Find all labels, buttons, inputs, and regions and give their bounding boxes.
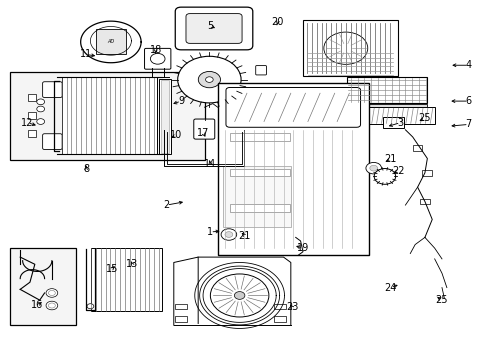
- Polygon shape: [81, 21, 141, 63]
- Bar: [27, 94, 36, 101]
- Bar: [229, 133, 290, 140]
- Circle shape: [221, 229, 236, 240]
- Circle shape: [224, 231, 232, 237]
- Text: 14: 14: [204, 159, 216, 169]
- Bar: [419, 199, 429, 204]
- Circle shape: [46, 301, 58, 310]
- Circle shape: [48, 291, 55, 296]
- Text: 11: 11: [80, 49, 92, 59]
- Text: 22: 22: [391, 166, 404, 176]
- Circle shape: [369, 165, 377, 171]
- Bar: [10, 72, 205, 160]
- Bar: [27, 112, 36, 119]
- Circle shape: [37, 99, 44, 105]
- Circle shape: [37, 106, 44, 112]
- Bar: [222, 166, 290, 226]
- Bar: [96, 30, 125, 54]
- Text: AD: AD: [107, 40, 114, 44]
- Circle shape: [177, 56, 241, 103]
- Bar: [273, 304, 285, 309]
- Text: 18: 18: [149, 45, 162, 55]
- Bar: [161, 80, 169, 153]
- FancyBboxPatch shape: [175, 7, 252, 50]
- Text: 19: 19: [296, 243, 308, 253]
- Text: 6: 6: [465, 96, 471, 106]
- FancyBboxPatch shape: [42, 82, 62, 98]
- Text: 16: 16: [31, 300, 43, 310]
- Bar: [348, 104, 427, 107]
- FancyBboxPatch shape: [255, 66, 266, 75]
- Text: 15: 15: [105, 264, 118, 274]
- Circle shape: [210, 274, 268, 317]
- Bar: [175, 304, 187, 309]
- Circle shape: [365, 162, 381, 174]
- Text: 5: 5: [207, 21, 213, 31]
- Text: 9: 9: [178, 96, 184, 106]
- Text: 12: 12: [21, 118, 34, 128]
- Bar: [27, 130, 36, 137]
- Text: 23: 23: [285, 302, 298, 312]
- Bar: [217, 83, 368, 255]
- FancyBboxPatch shape: [42, 134, 62, 149]
- Bar: [303, 21, 397, 76]
- Bar: [346, 77, 427, 103]
- Text: 25: 25: [418, 113, 430, 123]
- Circle shape: [234, 292, 244, 300]
- Circle shape: [87, 304, 94, 309]
- Text: 3: 3: [397, 118, 403, 128]
- Bar: [412, 145, 422, 150]
- Text: 24: 24: [384, 283, 396, 293]
- Text: 21: 21: [238, 231, 250, 240]
- Text: 20: 20: [271, 17, 283, 27]
- Text: 8: 8: [83, 164, 89, 174]
- Bar: [61, 77, 157, 154]
- Circle shape: [150, 53, 164, 64]
- Bar: [159, 79, 171, 154]
- Circle shape: [46, 289, 58, 297]
- Circle shape: [37, 119, 44, 125]
- Text: 4: 4: [465, 60, 471, 70]
- Circle shape: [48, 303, 55, 308]
- Bar: [383, 117, 403, 128]
- Circle shape: [205, 77, 213, 82]
- Circle shape: [373, 168, 395, 184]
- FancyBboxPatch shape: [144, 48, 170, 69]
- Text: 2: 2: [163, 200, 169, 210]
- Circle shape: [198, 71, 220, 88]
- Bar: [273, 316, 285, 321]
- Text: 25: 25: [435, 295, 447, 305]
- Text: 10: 10: [170, 130, 182, 140]
- FancyBboxPatch shape: [185, 14, 242, 43]
- Bar: [368, 107, 434, 125]
- FancyBboxPatch shape: [225, 87, 360, 127]
- Bar: [91, 248, 161, 311]
- Bar: [175, 316, 187, 321]
- Bar: [229, 168, 290, 176]
- Text: 1: 1: [207, 227, 213, 237]
- FancyBboxPatch shape: [193, 119, 214, 139]
- Text: 17: 17: [197, 128, 209, 138]
- Bar: [229, 204, 290, 212]
- Bar: [422, 170, 431, 176]
- Text: 13: 13: [126, 259, 138, 269]
- Text: 7: 7: [465, 120, 471, 129]
- Bar: [10, 248, 76, 325]
- Text: 21: 21: [384, 154, 396, 164]
